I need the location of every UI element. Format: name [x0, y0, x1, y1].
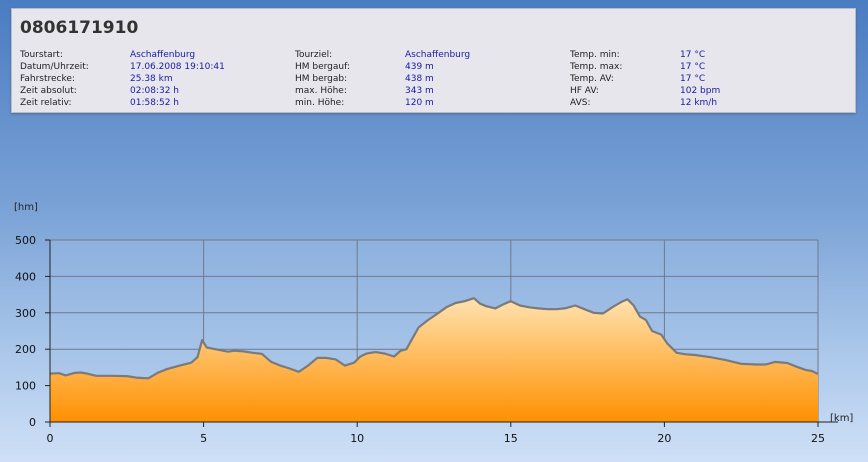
- info-label: max. Höhe:: [295, 86, 347, 96]
- info-value: 17 °C: [680, 50, 706, 60]
- info-value: 02:08:32 h: [130, 86, 179, 96]
- y-tick-label: 200: [15, 343, 36, 356]
- info-label: Zeit absolut:: [20, 86, 77, 96]
- info-value: 01:58:52 h: [130, 98, 179, 108]
- y-tick-label: 300: [15, 307, 36, 320]
- chart-axes: [45, 239, 838, 427]
- x-tick-label: 25: [811, 432, 825, 445]
- info-value: 17.06.2008 19:10:41: [130, 62, 225, 72]
- x-tick-label: 10: [350, 432, 364, 445]
- info-label: HM bergauf:: [295, 62, 350, 72]
- info-value: 439 m: [405, 62, 434, 72]
- info-label: Tourziel:: [295, 50, 333, 60]
- info-value: 120 m: [405, 98, 434, 108]
- x-tick-label: 0: [47, 432, 54, 445]
- info-value: 343 m: [405, 86, 434, 96]
- y-tick-label: 0: [29, 416, 36, 429]
- x-tick-label: 5: [200, 432, 207, 445]
- tour-info-panel: 0806171910 Tourstart: Aschaffenburg Datum/…: [11, 8, 856, 113]
- elevation-line: [49, 297, 819, 380]
- tour-title: 0806171910: [20, 18, 139, 38]
- tick-labels: 0 100 200 300 400 500 0 5 10 15 20 25: [15, 234, 825, 445]
- info-label: AVS:: [570, 98, 591, 108]
- y-axis-unit: [hm]: [14, 202, 38, 213]
- elevation-area: [50, 298, 818, 422]
- x-axis-unit: [km]: [830, 413, 853, 424]
- info-label: Zeit relativ:: [20, 98, 72, 108]
- info-label: min. Höhe:: [295, 98, 345, 108]
- info-label: Temp. max:: [570, 62, 623, 72]
- info-label: Tourstart:: [20, 50, 63, 60]
- y-tick-label: 500: [15, 234, 36, 247]
- info-label: Temp. min:: [570, 50, 620, 60]
- info-value: Aschaffenburg: [130, 50, 196, 60]
- x-tick-label: 20: [657, 432, 671, 445]
- info-value: 12 km/h: [680, 98, 718, 108]
- info-label: Datum/Uhrzeit:: [20, 62, 89, 72]
- info-label: HF AV:: [570, 86, 599, 96]
- info-value: 438 m: [405, 74, 434, 84]
- info-value: 17 °C: [680, 62, 706, 72]
- info-value: 17 °C: [680, 74, 706, 84]
- info-value: 25.38 km: [130, 74, 173, 84]
- info-label: Fahrstrecke:: [20, 74, 75, 84]
- x-tick-label: 15: [504, 432, 518, 445]
- info-label: Temp. AV:: [570, 74, 614, 84]
- info-value: 102 bpm: [680, 86, 721, 96]
- y-tick-label: 100: [15, 380, 36, 393]
- info-value: Aschaffenburg: [405, 50, 471, 60]
- info-label: HM bergab:: [295, 74, 348, 84]
- y-tick-label: 400: [15, 270, 36, 283]
